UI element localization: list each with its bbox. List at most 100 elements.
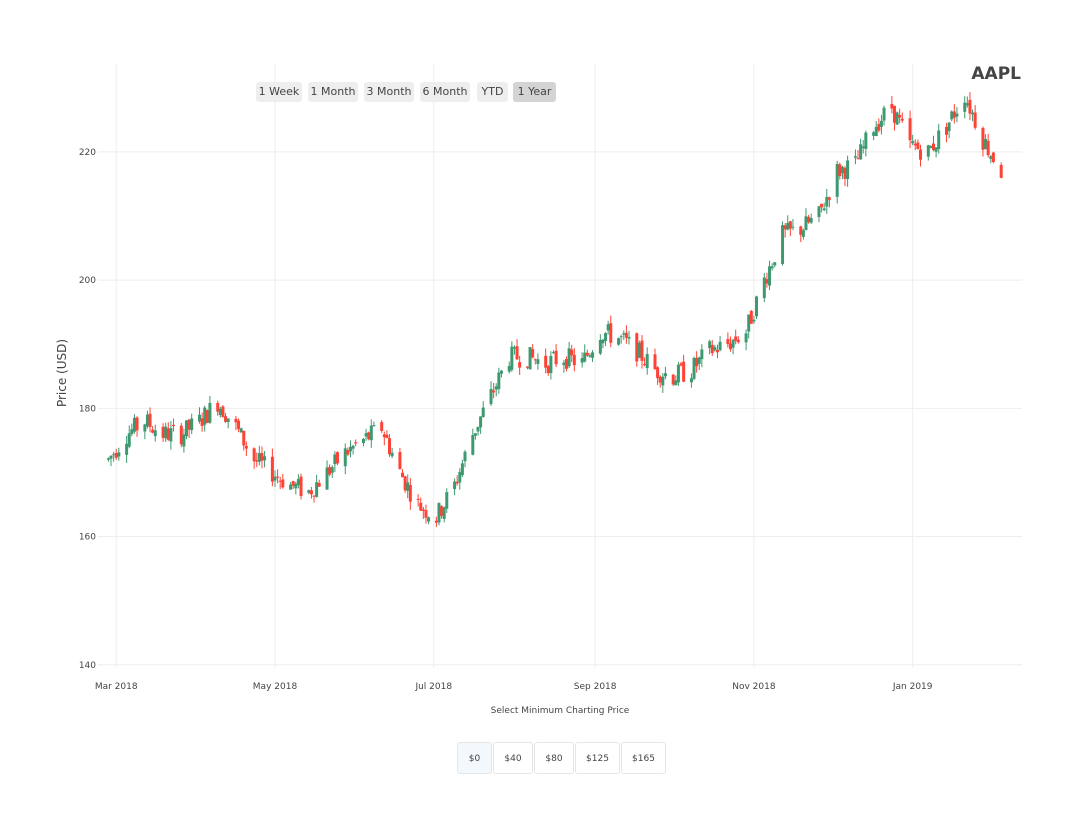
- candle-body: [216, 402, 220, 412]
- candle-body: [715, 350, 719, 353]
- candle-body: [364, 433, 368, 437]
- candle-body: [747, 314, 751, 332]
- candle-body: [460, 463, 464, 476]
- candle-body: [929, 146, 933, 148]
- candle-body: [398, 452, 402, 469]
- candle-body: [190, 418, 194, 431]
- candle-body: [135, 417, 139, 431]
- candle-body: [234, 418, 238, 423]
- candle-body: [682, 361, 686, 382]
- candle-body: [117, 452, 121, 457]
- candle-body: [624, 332, 628, 338]
- candle-body: [744, 333, 748, 343]
- min-price-button-80[interactable]: $80: [534, 742, 574, 774]
- candle-body: [335, 452, 339, 464]
- candle-body: [166, 428, 170, 440]
- candle-body: [856, 158, 860, 160]
- candle-body: [645, 354, 649, 369]
- candle-body: [882, 107, 886, 121]
- candle-body: [768, 266, 772, 286]
- range-button-1-year[interactable]: 1 Year: [513, 82, 556, 102]
- candle-body: [565, 359, 569, 369]
- candle-body: [984, 139, 988, 149]
- candle-body: [351, 445, 355, 449]
- candle-body: [872, 132, 876, 136]
- candle-body: [278, 480, 282, 482]
- candle-body: [408, 485, 412, 502]
- candle-body: [531, 349, 535, 358]
- candle-body: [244, 446, 248, 449]
- y-tick-label: 220: [79, 148, 96, 158]
- candle-body: [348, 446, 352, 452]
- candle-body: [708, 341, 712, 349]
- candle-body: [510, 346, 514, 370]
- candle-body: [255, 460, 259, 462]
- candle-body: [637, 342, 641, 358]
- candle-body: [367, 432, 371, 440]
- candle-body: [835, 164, 839, 197]
- candle-body: [627, 336, 631, 339]
- candle-body: [643, 364, 647, 366]
- candle-body: [218, 408, 222, 416]
- candle-body: [952, 111, 956, 118]
- candle-body: [635, 333, 639, 362]
- candle-body: [536, 359, 540, 364]
- candle-body: [692, 357, 696, 379]
- candle-body: [401, 472, 405, 478]
- range-button-1-month[interactable]: 1 Month: [308, 82, 358, 102]
- range-button-1-week[interactable]: 1 Week: [256, 82, 302, 102]
- candle-body: [731, 339, 735, 348]
- range-button-ytd[interactable]: YTD: [477, 82, 508, 102]
- candle-body: [427, 517, 431, 522]
- candle-body: [440, 506, 444, 516]
- candle-body: [299, 476, 303, 496]
- candle-body: [580, 358, 584, 363]
- candle-body: [382, 434, 386, 438]
- y-tick-label: 140: [79, 661, 96, 671]
- candle-body: [820, 203, 824, 208]
- candle-body: [455, 481, 459, 484]
- candle-body: [312, 495, 316, 497]
- candle-body: [551, 352, 555, 354]
- candle-body: [968, 99, 972, 114]
- candle-body: [179, 425, 183, 445]
- candle-body: [679, 363, 683, 366]
- candle-body: [913, 143, 917, 146]
- candle-body: [945, 126, 949, 135]
- range-button-6-month[interactable]: 6 Month: [420, 82, 470, 102]
- range-button-3-month[interactable]: 3 Month: [364, 82, 414, 102]
- candle-body: [562, 362, 566, 366]
- candle-body: [955, 113, 959, 117]
- min-price-button-165[interactable]: $165: [621, 742, 666, 774]
- candle-body: [421, 509, 425, 511]
- candle-body: [388, 438, 392, 455]
- candle-body: [257, 453, 261, 462]
- min-price-button-0[interactable]: $0: [457, 742, 492, 774]
- candle-body: [549, 355, 553, 374]
- candle-body: [239, 428, 243, 433]
- candle-body: [874, 126, 878, 137]
- candle-body: [770, 266, 774, 269]
- x-tick-label: Jan 2019: [892, 682, 933, 692]
- min-price-button-125[interactable]: $125: [575, 742, 620, 774]
- candle-body: [619, 336, 623, 338]
- min-price-label: Select Minimum Charting Price: [490, 706, 630, 716]
- candle-body: [112, 454, 116, 456]
- candle-body: [588, 355, 592, 357]
- chart-title: AAPL: [971, 64, 1021, 84]
- candle-body: [182, 434, 186, 447]
- candle-body: [674, 380, 678, 386]
- candle-body: [525, 366, 529, 368]
- candle-body: [198, 414, 202, 422]
- candle-body: [640, 340, 644, 361]
- candle-body: [663, 373, 667, 377]
- candle-body: [458, 472, 462, 483]
- candle-body: [489, 388, 493, 405]
- candle-body: [689, 378, 693, 383]
- candle-body: [817, 206, 821, 217]
- candle-body: [877, 123, 881, 131]
- candle-body: [585, 352, 589, 356]
- candle-body: [604, 332, 608, 341]
- y-tick-label: 160: [79, 533, 96, 543]
- min-price-button-40[interactable]: $40: [493, 742, 533, 774]
